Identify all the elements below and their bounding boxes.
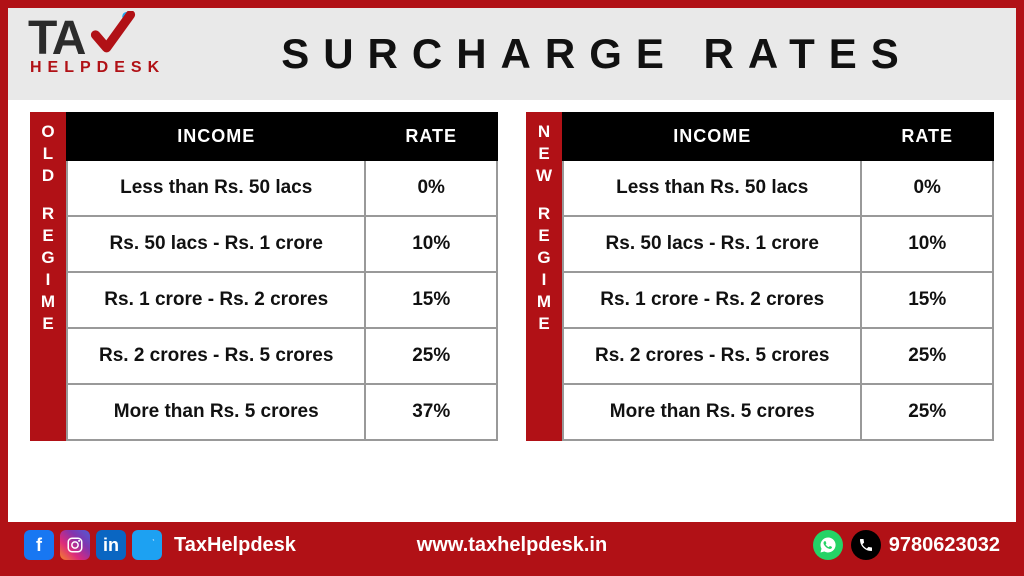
vlabel-char: R <box>538 204 550 224</box>
table-row: Rs. 50 lacs - Rs. 1 crore10% <box>67 216 497 272</box>
page-title: SURCHARGE RATES <box>258 30 996 78</box>
rate-cell: 15% <box>365 272 497 328</box>
vlabel-char: D <box>42 166 54 186</box>
facebook-icon: f <box>24 530 54 560</box>
income-cell: Rs. 1 crore - Rs. 2 crores <box>563 272 861 328</box>
infographic-frame: TA HELPDESK SURCHARGE RATES OLDREGIME IN… <box>0 0 1024 576</box>
phone-icon <box>851 530 881 560</box>
rate-cell: 0% <box>365 160 497 216</box>
table-row: Rs. 2 crores - Rs. 5 crores25% <box>67 328 497 384</box>
website-text: www.taxhelpdesk.in <box>417 534 607 557</box>
income-cell: More than Rs. 5 crores <box>67 384 365 440</box>
rate-cell: 15% <box>861 272 993 328</box>
table-row: More than Rs. 5 crores37% <box>67 384 497 440</box>
table-row: Rs. 1 crore - Rs. 2 crores15% <box>67 272 497 328</box>
col-header-rate: RATE <box>365 113 497 160</box>
social-icons: f in <box>24 530 162 560</box>
vlabel-char: M <box>537 292 551 312</box>
phone-number: 9780623032 <box>889 534 1000 557</box>
rate-cell: 25% <box>861 328 993 384</box>
col-header-income: INCOME <box>563 113 861 160</box>
vlabel-char: G <box>41 248 54 268</box>
col-header-income: INCOME <box>67 113 365 160</box>
vlabel-char: W <box>536 166 552 186</box>
social-handle: TaxHelpdesk <box>174 534 296 557</box>
footer-bar: f in TaxHelpdesk www.taxhelpdesk.in 9780… <box>8 522 1016 568</box>
vlabel-char: E <box>42 226 53 246</box>
income-cell: Rs. 1 crore - Rs. 2 crores <box>67 272 365 328</box>
new-regime-label: NEWREGIME <box>526 112 562 441</box>
checkmark-icon <box>90 11 136 57</box>
vlabel-char: R <box>42 204 54 224</box>
table-row: Less than Rs. 50 lacs0% <box>67 160 497 216</box>
new-regime-panel: NEWREGIME INCOME RATE Less than Rs. 50 l… <box>526 112 994 441</box>
rate-cell: 0% <box>861 160 993 216</box>
old-regime-table: INCOME RATE Less than Rs. 50 lacs0%Rs. 5… <box>66 112 498 441</box>
logo-main-text: TA <box>28 15 258 63</box>
income-cell: Less than Rs. 50 lacs <box>563 160 861 216</box>
income-cell: Rs. 50 lacs - Rs. 1 crore <box>67 216 365 272</box>
col-header-rate: RATE <box>861 113 993 160</box>
table-row: Rs. 1 crore - Rs. 2 crores15% <box>563 272 993 328</box>
rate-cell: 25% <box>861 384 993 440</box>
tables-row: OLDREGIME INCOME RATE Less than Rs. 50 l… <box>8 100 1016 441</box>
old-regime-label: OLDREGIME <box>30 112 66 441</box>
instagram-icon <box>60 530 90 560</box>
income-cell: Less than Rs. 50 lacs <box>67 160 365 216</box>
vlabel-char: M <box>41 292 55 312</box>
table-row: Rs. 2 crores - Rs. 5 crores25% <box>563 328 993 384</box>
vlabel-char: I <box>542 270 547 290</box>
income-cell: Rs. 50 lacs - Rs. 1 crore <box>563 216 861 272</box>
income-cell: More than Rs. 5 crores <box>563 384 861 440</box>
income-cell: Rs. 2 crores - Rs. 5 crores <box>563 328 861 384</box>
table-row: Rs. 50 lacs - Rs. 1 crore10% <box>563 216 993 272</box>
vlabel-char: N <box>538 122 550 142</box>
rate-cell: 25% <box>365 328 497 384</box>
vlabel-char: E <box>538 314 549 334</box>
vlabel-char: G <box>537 248 550 268</box>
vlabel-char: L <box>43 144 53 164</box>
old-regime-panel: OLDREGIME INCOME RATE Less than Rs. 50 l… <box>30 112 498 441</box>
header-bar: TA HELPDESK SURCHARGE RATES <box>8 8 1016 100</box>
contact-block: 9780623032 <box>813 530 1000 560</box>
new-regime-table: INCOME RATE Less than Rs. 50 lacs0%Rs. 5… <box>562 112 994 441</box>
twitter-icon <box>132 530 162 560</box>
vlabel-char: E <box>538 144 549 164</box>
vlabel-char: O <box>41 122 54 142</box>
vlabel-char: I <box>46 270 51 290</box>
rate-cell: 10% <box>365 216 497 272</box>
brand-logo: TA HELPDESK <box>28 15 258 93</box>
rate-cell: 10% <box>861 216 993 272</box>
income-cell: Rs. 2 crores - Rs. 5 crores <box>67 328 365 384</box>
vlabel-char: E <box>538 226 549 246</box>
vlabel-char: E <box>42 314 53 334</box>
whatsapp-icon <box>813 530 843 560</box>
rate-cell: 37% <box>365 384 497 440</box>
table-row: Less than Rs. 50 lacs0% <box>563 160 993 216</box>
linkedin-icon: in <box>96 530 126 560</box>
table-row: More than Rs. 5 crores25% <box>563 384 993 440</box>
